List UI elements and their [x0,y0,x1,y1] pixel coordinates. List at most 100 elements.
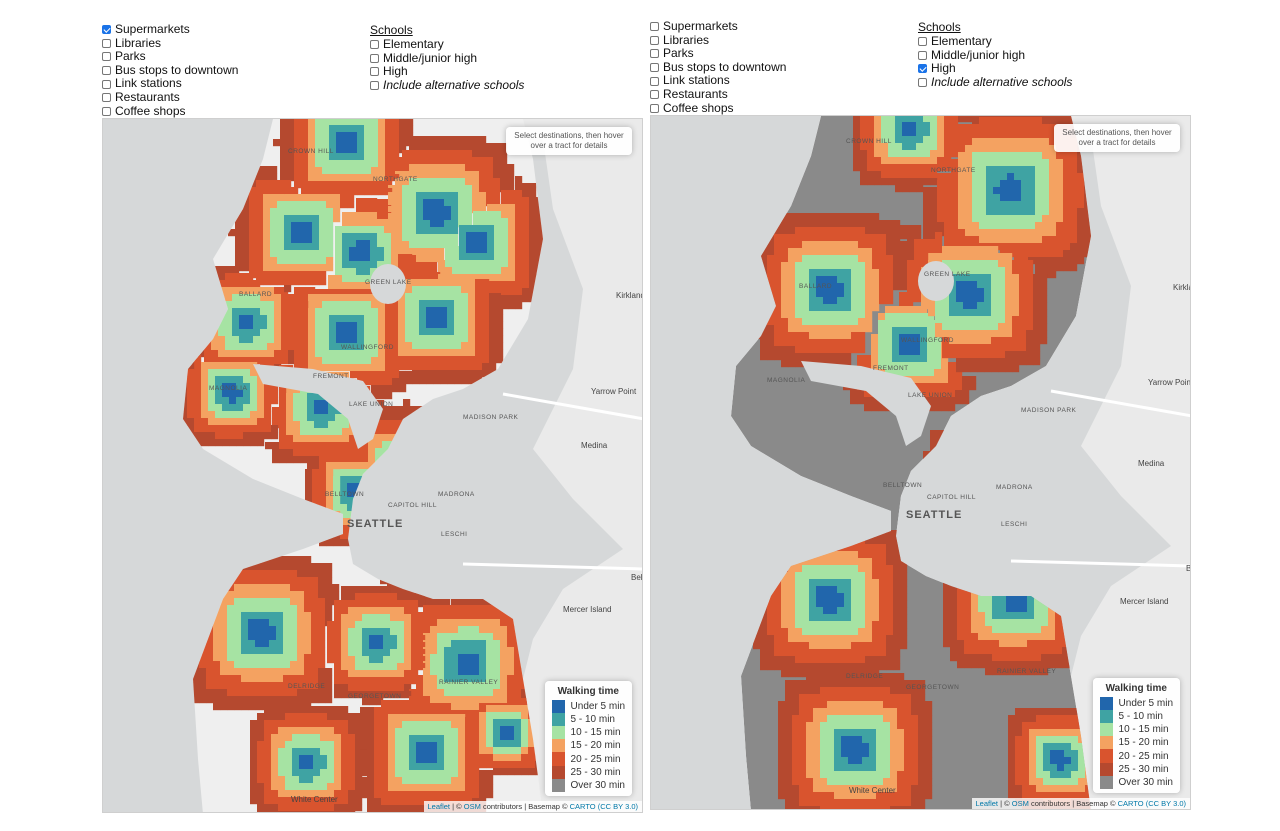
destination-option-libraries[interactable]: Libraries [102,36,238,51]
tract-cell [326,201,334,209]
tract-cell [979,173,987,181]
checkbox-parks[interactable] [102,52,111,62]
walking-time-map[interactable]: SEATTLE Crown Hill Northgate Green Lake … [102,118,643,813]
tract-cell [364,188,372,196]
destination-option-parks[interactable]: Parks [102,50,238,64]
school-option-middle[interactable]: Middle/junior high [370,51,524,66]
school-option-high[interactable]: High [370,65,524,79]
destination-option-supermarkets[interactable]: Supermarkets [102,22,238,37]
tract-cell [377,400,385,408]
tract-cell [287,174,295,182]
tract-cell [364,371,372,379]
destination-option-link-stations[interactable]: Link stations [102,77,238,91]
school-option-high[interactable]: High [918,62,1072,76]
walking-time-map[interactable]: SEATTLE Crown Hill Northgate Green Lake … [650,115,1191,810]
leaflet-link[interactable]: Leaflet [427,802,451,811]
tract-cell [472,150,480,158]
checkbox-restaurants[interactable] [102,93,111,103]
school-option-middle[interactable]: Middle/junior high [918,48,1072,63]
destination-option-bus-stops[interactable]: Bus stops to downtown [102,63,238,78]
tract-cell [384,205,392,213]
checkbox-link-stations[interactable] [102,79,111,89]
checkbox-restaurants[interactable] [650,90,659,100]
tract-cell [277,250,285,258]
tract-cell [409,262,417,270]
destination-option-supermarkets[interactable]: Supermarkets [650,19,786,34]
tract-cell [283,661,291,669]
checkbox-link-stations[interactable] [650,76,659,86]
tract-cell [395,248,403,256]
tract-cell [363,247,371,255]
tract-cell [486,647,494,655]
tract-cell [364,350,372,358]
checkbox-parks[interactable] [650,49,659,59]
tract-cell [287,119,295,126]
tract-cell [489,349,497,357]
tract-cell [297,689,305,697]
tract-cell [357,132,365,140]
checkbox-bus-stops[interactable] [102,66,111,76]
checkbox-middle[interactable] [370,53,379,63]
tract-cell [343,315,351,323]
destination-option-coffee-shops[interactable]: Coffee shops [650,101,786,116]
checkbox-alternative[interactable] [370,81,379,91]
carto-link[interactable]: CARTO [569,802,596,811]
tract-cell [515,218,523,226]
tract-cell [1021,194,1029,202]
checkbox-supermarkets[interactable] [102,25,111,35]
tract-cell [500,619,508,627]
school-option-alternative[interactable]: Include alternative schools [370,78,524,93]
tract-cell [318,626,326,634]
cc-link[interactable]: (CC BY 3.0) [597,802,638,811]
tract-cell [402,784,410,792]
school-option-alternative[interactable]: Include alternative schools [918,75,1072,90]
tract-cell [329,329,337,337]
checkbox-high[interactable] [918,64,927,74]
checkbox-coffee-shops[interactable] [102,106,111,116]
place-label: Medina [581,441,608,450]
tract-cell [409,157,417,165]
destination-option-restaurants[interactable]: Restaurants [650,87,786,102]
tract-cell [362,656,370,664]
checkbox-high[interactable] [370,67,379,77]
tract-cell [378,139,386,147]
checkbox-elementary[interactable] [370,40,379,50]
tract-cell [320,790,328,798]
tract-cell [454,356,462,364]
tract-cell [257,762,265,770]
checkbox-elementary[interactable] [918,37,927,47]
school-option-elementary[interactable]: Elementary [370,37,524,52]
destination-option-link-stations[interactable]: Link stations [650,74,786,88]
tract-cell [465,136,473,144]
tract-cell [1000,152,1008,160]
tract-cell [461,279,469,287]
checkbox-supermarkets[interactable] [650,22,659,32]
tract-cell [227,612,235,620]
destination-option-coffee-shops[interactable]: Coffee shops [102,104,238,119]
map-canvas[interactable] [103,119,643,813]
destination-option-parks[interactable]: Parks [650,47,786,61]
tract-cell [283,675,291,683]
osm-link[interactable]: OSM [463,802,481,811]
checkbox-middle[interactable] [918,50,927,60]
tract-cell [327,635,335,643]
tract-cell [333,215,341,223]
tract-cell [447,356,455,364]
tract-cell [262,633,270,641]
checkbox-alternative[interactable] [918,78,927,88]
tract-cell [364,357,372,365]
school-option-elementary[interactable]: Elementary [918,34,1072,49]
destination-option-restaurants[interactable]: Restaurants [102,90,238,105]
tract-cell [416,199,424,207]
tract-cell [288,329,296,337]
checkbox-libraries[interactable] [650,35,659,45]
destination-option-bus-stops[interactable]: Bus stops to downtown [650,60,786,75]
tract-cell [979,222,987,230]
checkbox-libraries[interactable] [102,38,111,48]
tract-cell [404,593,412,601]
checkbox-bus-stops[interactable] [650,63,659,73]
tract-cell [468,307,476,315]
tract-cell [322,329,330,337]
destination-option-libraries[interactable]: Libraries [650,33,786,48]
checkbox-coffee-shops[interactable] [650,103,659,113]
